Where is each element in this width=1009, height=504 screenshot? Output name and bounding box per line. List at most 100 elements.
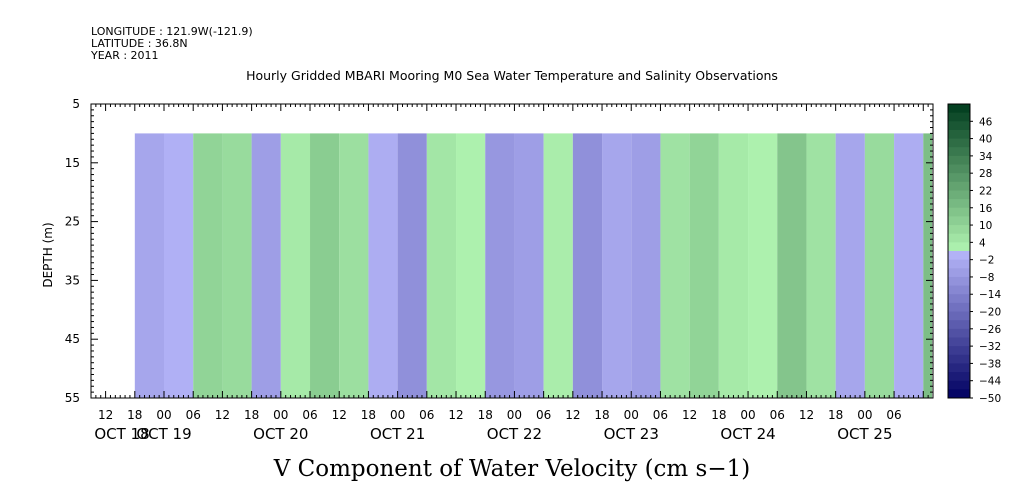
data-band: [894, 133, 924, 398]
data-band: [251, 133, 281, 398]
x-hour-label: 06: [302, 408, 317, 422]
colorbar-label: −32: [979, 341, 1001, 353]
x-day-label: OCT 24: [720, 425, 775, 443]
data-band: [485, 133, 515, 398]
colorbar-swatch: [948, 320, 970, 330]
longitude-label: LONGITUDE : 121.9W(-121.9): [91, 25, 253, 38]
colorbar-label: −38: [979, 358, 1001, 370]
data-band: [456, 133, 486, 398]
data-band: [426, 133, 457, 398]
x-axis-title: V Component of Water Velocity (cm s−1): [273, 456, 750, 482]
x-hour-label: 06: [653, 408, 668, 422]
colorbar-swatch: [948, 311, 970, 321]
data-band: [689, 133, 719, 398]
x-hour-label: 00: [857, 408, 872, 422]
data-band: [864, 133, 895, 398]
x-hour-label: 18: [711, 408, 726, 422]
colorbar-swatch: [948, 380, 970, 390]
data-band: [631, 133, 661, 398]
colorbar-label: −14: [979, 289, 1001, 301]
x-hour-label: 00: [273, 408, 288, 422]
x-day-label: OCT 19: [136, 425, 191, 443]
data-band: [222, 133, 252, 398]
colorbar-swatch: [948, 129, 970, 140]
colorbar-swatch: [948, 328, 970, 338]
colorbar-label: 28: [979, 168, 992, 180]
colorbar-swatch: [948, 242, 970, 252]
x-hour-label: 00: [624, 408, 639, 422]
colorbar-swatch: [948, 276, 970, 287]
colorbar-frame: [947, 103, 971, 399]
colorbar-swatch: [948, 259, 970, 269]
x-hour-label: 06: [770, 408, 785, 422]
x-hour-label: 06: [536, 408, 551, 422]
x-hour-label: 12: [799, 408, 814, 422]
colorbar-swatch: [948, 363, 970, 373]
x-hour-label: 06: [186, 408, 201, 422]
y-tick-label: 55: [65, 391, 80, 405]
x-hour-label: 00: [740, 408, 755, 422]
data-band: [835, 133, 865, 398]
x-day-label: OCT 22: [487, 425, 542, 443]
colorbar-swatch: [948, 190, 970, 200]
colorbar-swatch: [948, 181, 970, 191]
x-hour-label: 06: [419, 408, 434, 422]
x-hour-label: 18: [478, 408, 493, 422]
colorbar-swatch: [948, 346, 970, 356]
x-hour-label: 18: [361, 408, 376, 422]
data-band: [193, 133, 223, 398]
colorbar-swatch: [948, 233, 970, 243]
x-hour-label: 12: [332, 408, 347, 422]
x-hour-label: 18: [127, 408, 142, 422]
latitude-label: LATITUDE : 36.8N: [91, 37, 188, 50]
x-day-label: OCT 20: [253, 425, 308, 443]
colorbar-label: −50: [979, 393, 1001, 405]
data-band: [923, 133, 932, 398]
x-day-label: OCT 21: [370, 425, 425, 443]
data-band: [660, 133, 690, 398]
data-band: [543, 133, 573, 398]
x-hour-label: 18: [244, 408, 259, 422]
x-hour-label: 12: [448, 408, 463, 422]
colorbar-label: −26: [979, 324, 1001, 336]
colorbar-swatch: [948, 207, 970, 217]
colorbar-swatch: [948, 268, 970, 278]
colorbar-swatch: [948, 251, 970, 261]
x-hour-label: 12: [682, 408, 697, 422]
x-hour-label: 00: [390, 408, 405, 422]
colorbar-label: 16: [979, 203, 993, 215]
colorbar-swatch: [948, 302, 970, 313]
colorbar-swatch: [948, 155, 970, 166]
colorbar-swatch: [948, 112, 970, 122]
colorbar-swatch: [948, 337, 970, 347]
data-band: [572, 133, 603, 398]
x-hour-label: 18: [828, 408, 843, 422]
data-band: [806, 133, 836, 398]
colorbar: 46 40 34 28 22 16 10 4 −2 −8 −14 −20 −26 −32 −38 −44 −50: [947, 103, 1001, 405]
colorbar-swatch: [948, 104, 970, 114]
colorbar-label: −44: [979, 376, 1001, 388]
colorbar-label: −2: [979, 255, 994, 267]
colorbar-label: −20: [979, 307, 1001, 319]
data-band: [339, 133, 369, 398]
data-band: [164, 133, 194, 398]
colorbar-swatch: [948, 389, 970, 399]
chart-title: Hourly Gridded MBARI Mooring M0 Sea Wate…: [246, 68, 778, 83]
data-band: [280, 133, 311, 398]
colorbar-swatch: [948, 285, 970, 295]
colorbar-swatch: [948, 199, 970, 209]
colorbar-swatch: [948, 216, 970, 226]
x-day-label: OCT 25: [837, 425, 892, 443]
y-tick-label: 5: [72, 97, 80, 111]
colorbar-swatch: [948, 138, 970, 148]
x-hour-label: 12: [215, 408, 230, 422]
y-tick-label: 45: [65, 332, 80, 346]
year-label: YEAR : 2011: [90, 49, 159, 62]
colorbar-label: 46: [979, 116, 993, 128]
y-tick-label: 25: [65, 215, 80, 229]
colorbar-swatch: [948, 147, 970, 157]
colorbar-label: 40: [979, 134, 992, 146]
x-hour-label: 06: [886, 408, 901, 422]
colorbar-label: −8: [979, 272, 994, 284]
